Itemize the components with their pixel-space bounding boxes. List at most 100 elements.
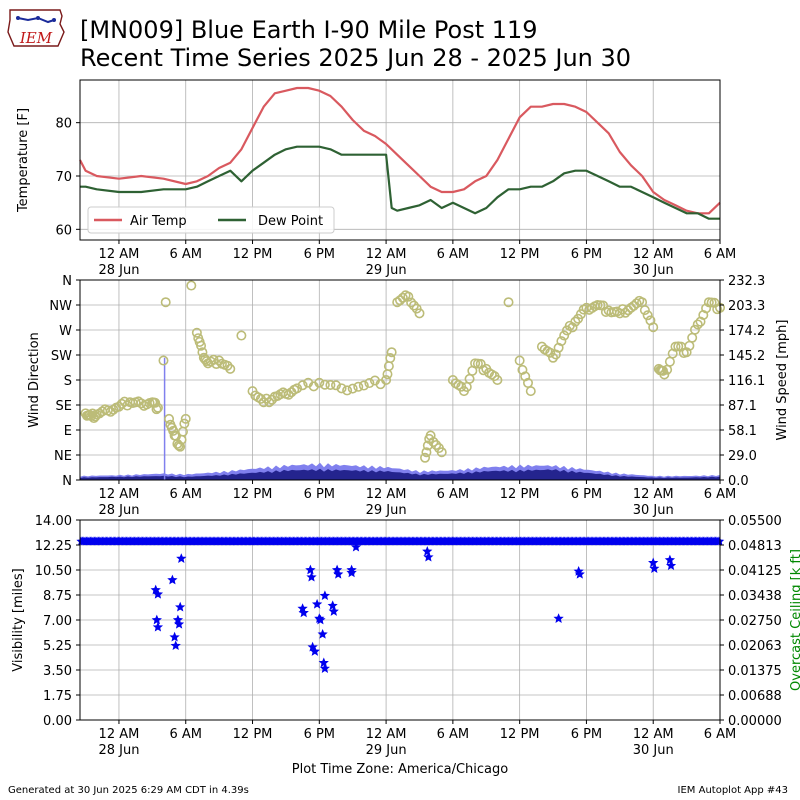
- x-tick-label: 6 PM: [571, 487, 602, 502]
- x-tick-label: 12 AM: [633, 487, 674, 502]
- wind-direction-point: [150, 397, 161, 408]
- wind-direction-point: [152, 402, 163, 413]
- y2-tick-label: 0.03438: [728, 589, 782, 604]
- wind-direction-point: [628, 300, 639, 311]
- wind-direction-point: [325, 379, 336, 390]
- x-tick-label: 6 AM: [704, 727, 737, 742]
- wind-direction-point: [648, 322, 659, 333]
- y2-tick-label: 0.00000: [728, 714, 782, 729]
- wind-direction-point: [639, 305, 650, 316]
- visibility-point: [175, 601, 186, 612]
- y-tick-label: 5.25: [43, 639, 72, 654]
- visibility-point: [169, 631, 180, 642]
- legend-box: [87, 206, 335, 234]
- visibility-point: [311, 598, 323, 609]
- y-tick-label: N: [62, 474, 72, 489]
- x-tick-label: 12 PM: [233, 487, 273, 502]
- wind-direction-point: [330, 380, 341, 391]
- wind-direction-point: [421, 447, 432, 458]
- legend-air-temp-label: Air Temp: [130, 214, 187, 229]
- wind-direction-point: [385, 353, 396, 364]
- wind-direction-point: [681, 347, 692, 358]
- wind-direction-point: [642, 310, 653, 321]
- y2-tick-label: 0.02750: [728, 614, 782, 629]
- wind-direction-point: [397, 292, 408, 303]
- wind-direction-point: [403, 291, 414, 302]
- wind-direction-point: [225, 363, 236, 374]
- y-tick-label: S: [64, 374, 72, 389]
- y2-tick-label: 174.2: [728, 324, 765, 339]
- temperature-legend: Air Temp Dew Point: [87, 206, 335, 234]
- visibility-point: [309, 646, 320, 656]
- visibility-point: [317, 628, 328, 639]
- visibility-point: [173, 618, 185, 629]
- x-tick-label: 12 PM: [500, 727, 540, 742]
- y-tick-label: NW: [49, 299, 72, 314]
- wind-direction-point: [160, 297, 171, 308]
- wind-direction-point: [475, 358, 486, 369]
- visibility-point: [665, 560, 677, 571]
- wind-direction-point: [173, 440, 184, 451]
- wind-direction-point: [180, 413, 191, 424]
- wind-direction-point: [431, 439, 442, 450]
- visibility-panel: 0.00 1.75 3.50 5.25 7.00 8.75 10.50 12.25 14.00 0…: [11, 514, 800, 758]
- wind-direction-point: [347, 383, 358, 394]
- y-tick-label: NE: [54, 449, 72, 464]
- wind-panel: N NE E SE S SW W NW N 0.0 29.0 58.1 87.1 116.1 145.2 17…: [27, 274, 790, 518]
- x-date-label: 29 Jun: [366, 263, 407, 278]
- wind-direction-point: [692, 319, 703, 330]
- x-tick-label: 6 AM: [169, 487, 202, 502]
- y-tick-label: 3.50: [43, 664, 72, 679]
- dew-point-line: [80, 145, 720, 220]
- y-tick-label: 14.00: [35, 514, 72, 529]
- wind-direction-point: [196, 340, 207, 351]
- x-date-label: 29 Jun: [366, 503, 407, 518]
- x-tick-label: 6 PM: [304, 727, 335, 742]
- wind-direction-point: [394, 295, 405, 306]
- wind-direction-point: [382, 369, 393, 380]
- wind-direction-point: [492, 374, 503, 385]
- visibility-point: [346, 567, 357, 578]
- wind-direction-point: [264, 397, 275, 408]
- y-tick-label: 12.25: [35, 539, 72, 554]
- visibility-point: [553, 613, 564, 623]
- wind-direction-point: [87, 408, 98, 419]
- x-date-label: 28 Jun: [98, 743, 139, 758]
- temperature-panel: 60 70 80 12 AM 6 AM 12 PM 6 PM 12 AM 6 AM 12 PM 6 …: [16, 79, 736, 278]
- visibility-point: [151, 614, 162, 625]
- wind-direction-point: [358, 380, 369, 391]
- visibility-axis-label: Visibility [miles]: [11, 568, 26, 671]
- x-tick-label: 12 AM: [99, 727, 140, 742]
- wind-speed-axis-label: Wind Speed [mph]: [775, 320, 790, 441]
- y-tick-label: 1.75: [43, 689, 72, 704]
- x-date-label: 28 Jun: [98, 503, 139, 518]
- x-tick-label: 12 AM: [99, 247, 140, 262]
- wind-direction-point: [567, 322, 578, 333]
- y2-tick-label: 145.2: [728, 349, 765, 364]
- visibility-point: [315, 614, 326, 625]
- wind-direction-point: [425, 430, 436, 441]
- axes-frame: [79, 79, 721, 241]
- y2-tick-label: 0.0: [728, 474, 749, 489]
- wind-direction-point: [570, 316, 581, 327]
- visibility-point: [327, 600, 338, 611]
- x-tick-label: 6 PM: [571, 247, 602, 262]
- x-tick-label: 6 AM: [169, 727, 202, 742]
- app-label: IEM Autoplot App #43: [677, 785, 788, 796]
- y-tick-label: 10.50: [35, 564, 72, 579]
- x-tick-label: 6 PM: [304, 247, 335, 262]
- y2-tick-label: 87.1: [728, 399, 757, 414]
- y-tick-label: 7.00: [43, 614, 72, 629]
- y2-tick-label: 58.1: [728, 424, 757, 439]
- wind-direction-axis-label: Wind Direction: [27, 332, 42, 428]
- wind-direction-point: [364, 378, 375, 389]
- ceiling-axis-label: Overcast Ceiling [k ft]: [789, 549, 800, 691]
- visibility-point: [350, 541, 362, 552]
- x-tick-label: 6 PM: [571, 727, 602, 742]
- y2-tick-label: 116.1: [728, 374, 765, 389]
- wind-direction-point: [559, 330, 570, 341]
- wind-direction-point: [701, 303, 712, 314]
- x-tick-label: 12 PM: [500, 247, 540, 262]
- visibility-point: [318, 657, 329, 668]
